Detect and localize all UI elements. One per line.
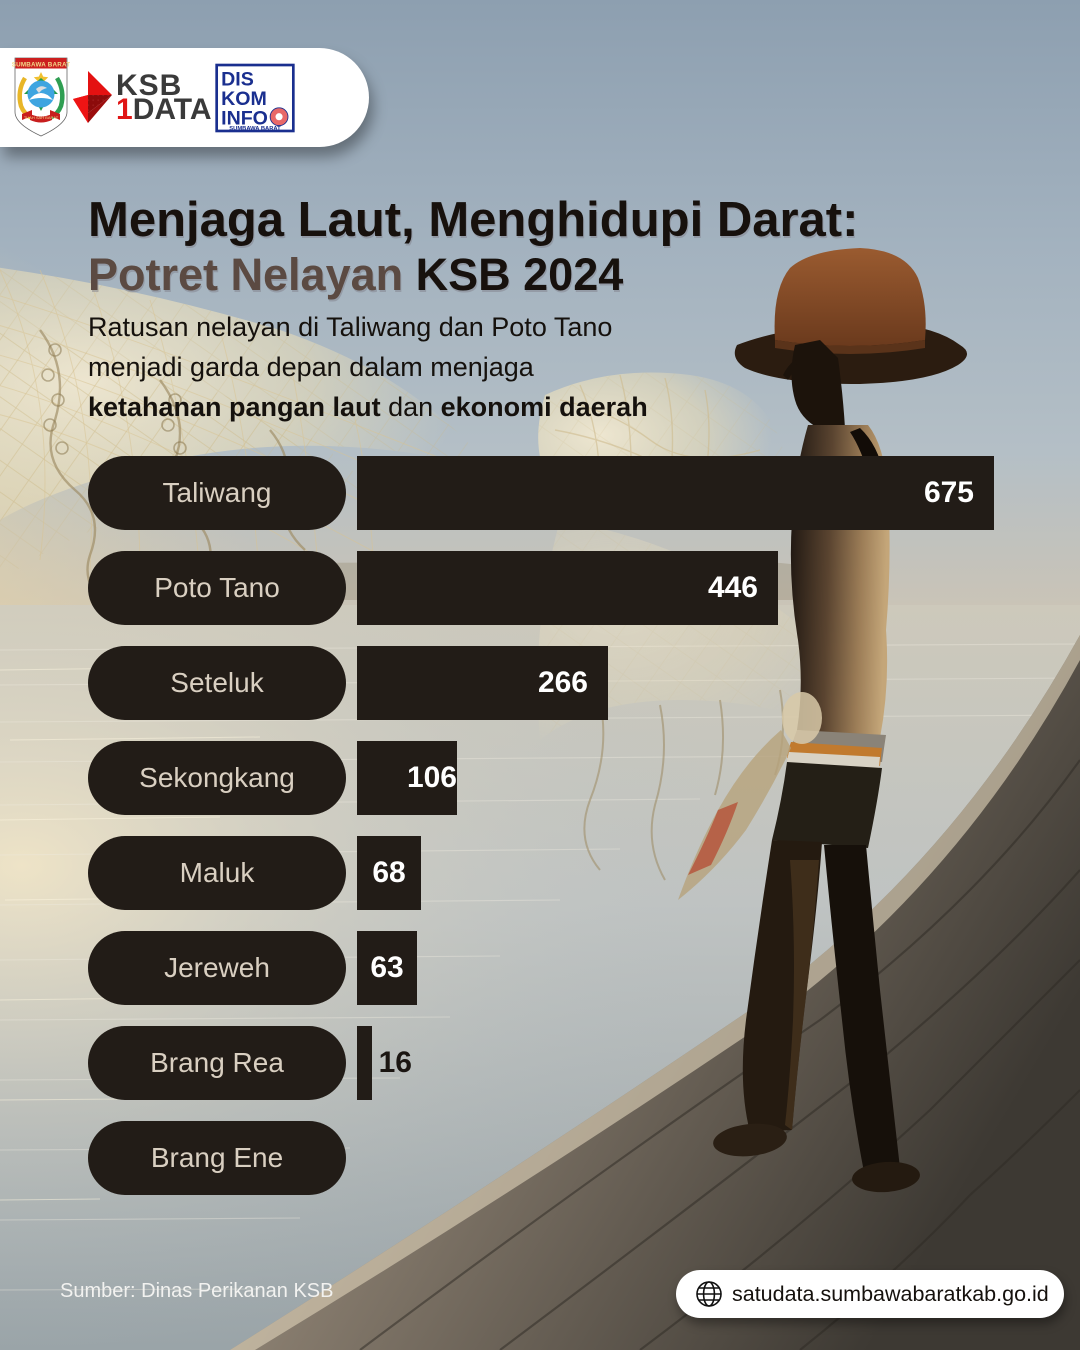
svg-text:SUMBAWA BARAT: SUMBAWA BARAT bbox=[229, 126, 281, 132]
svg-text:DIS: DIS bbox=[221, 68, 254, 90]
svg-text:KOM: KOM bbox=[221, 88, 267, 110]
svg-text:TUAH SAH BARAT: TUAH SAH BARAT bbox=[24, 115, 59, 120]
svg-text:SUMBAWA BARAT: SUMBAWA BARAT bbox=[12, 61, 70, 68]
